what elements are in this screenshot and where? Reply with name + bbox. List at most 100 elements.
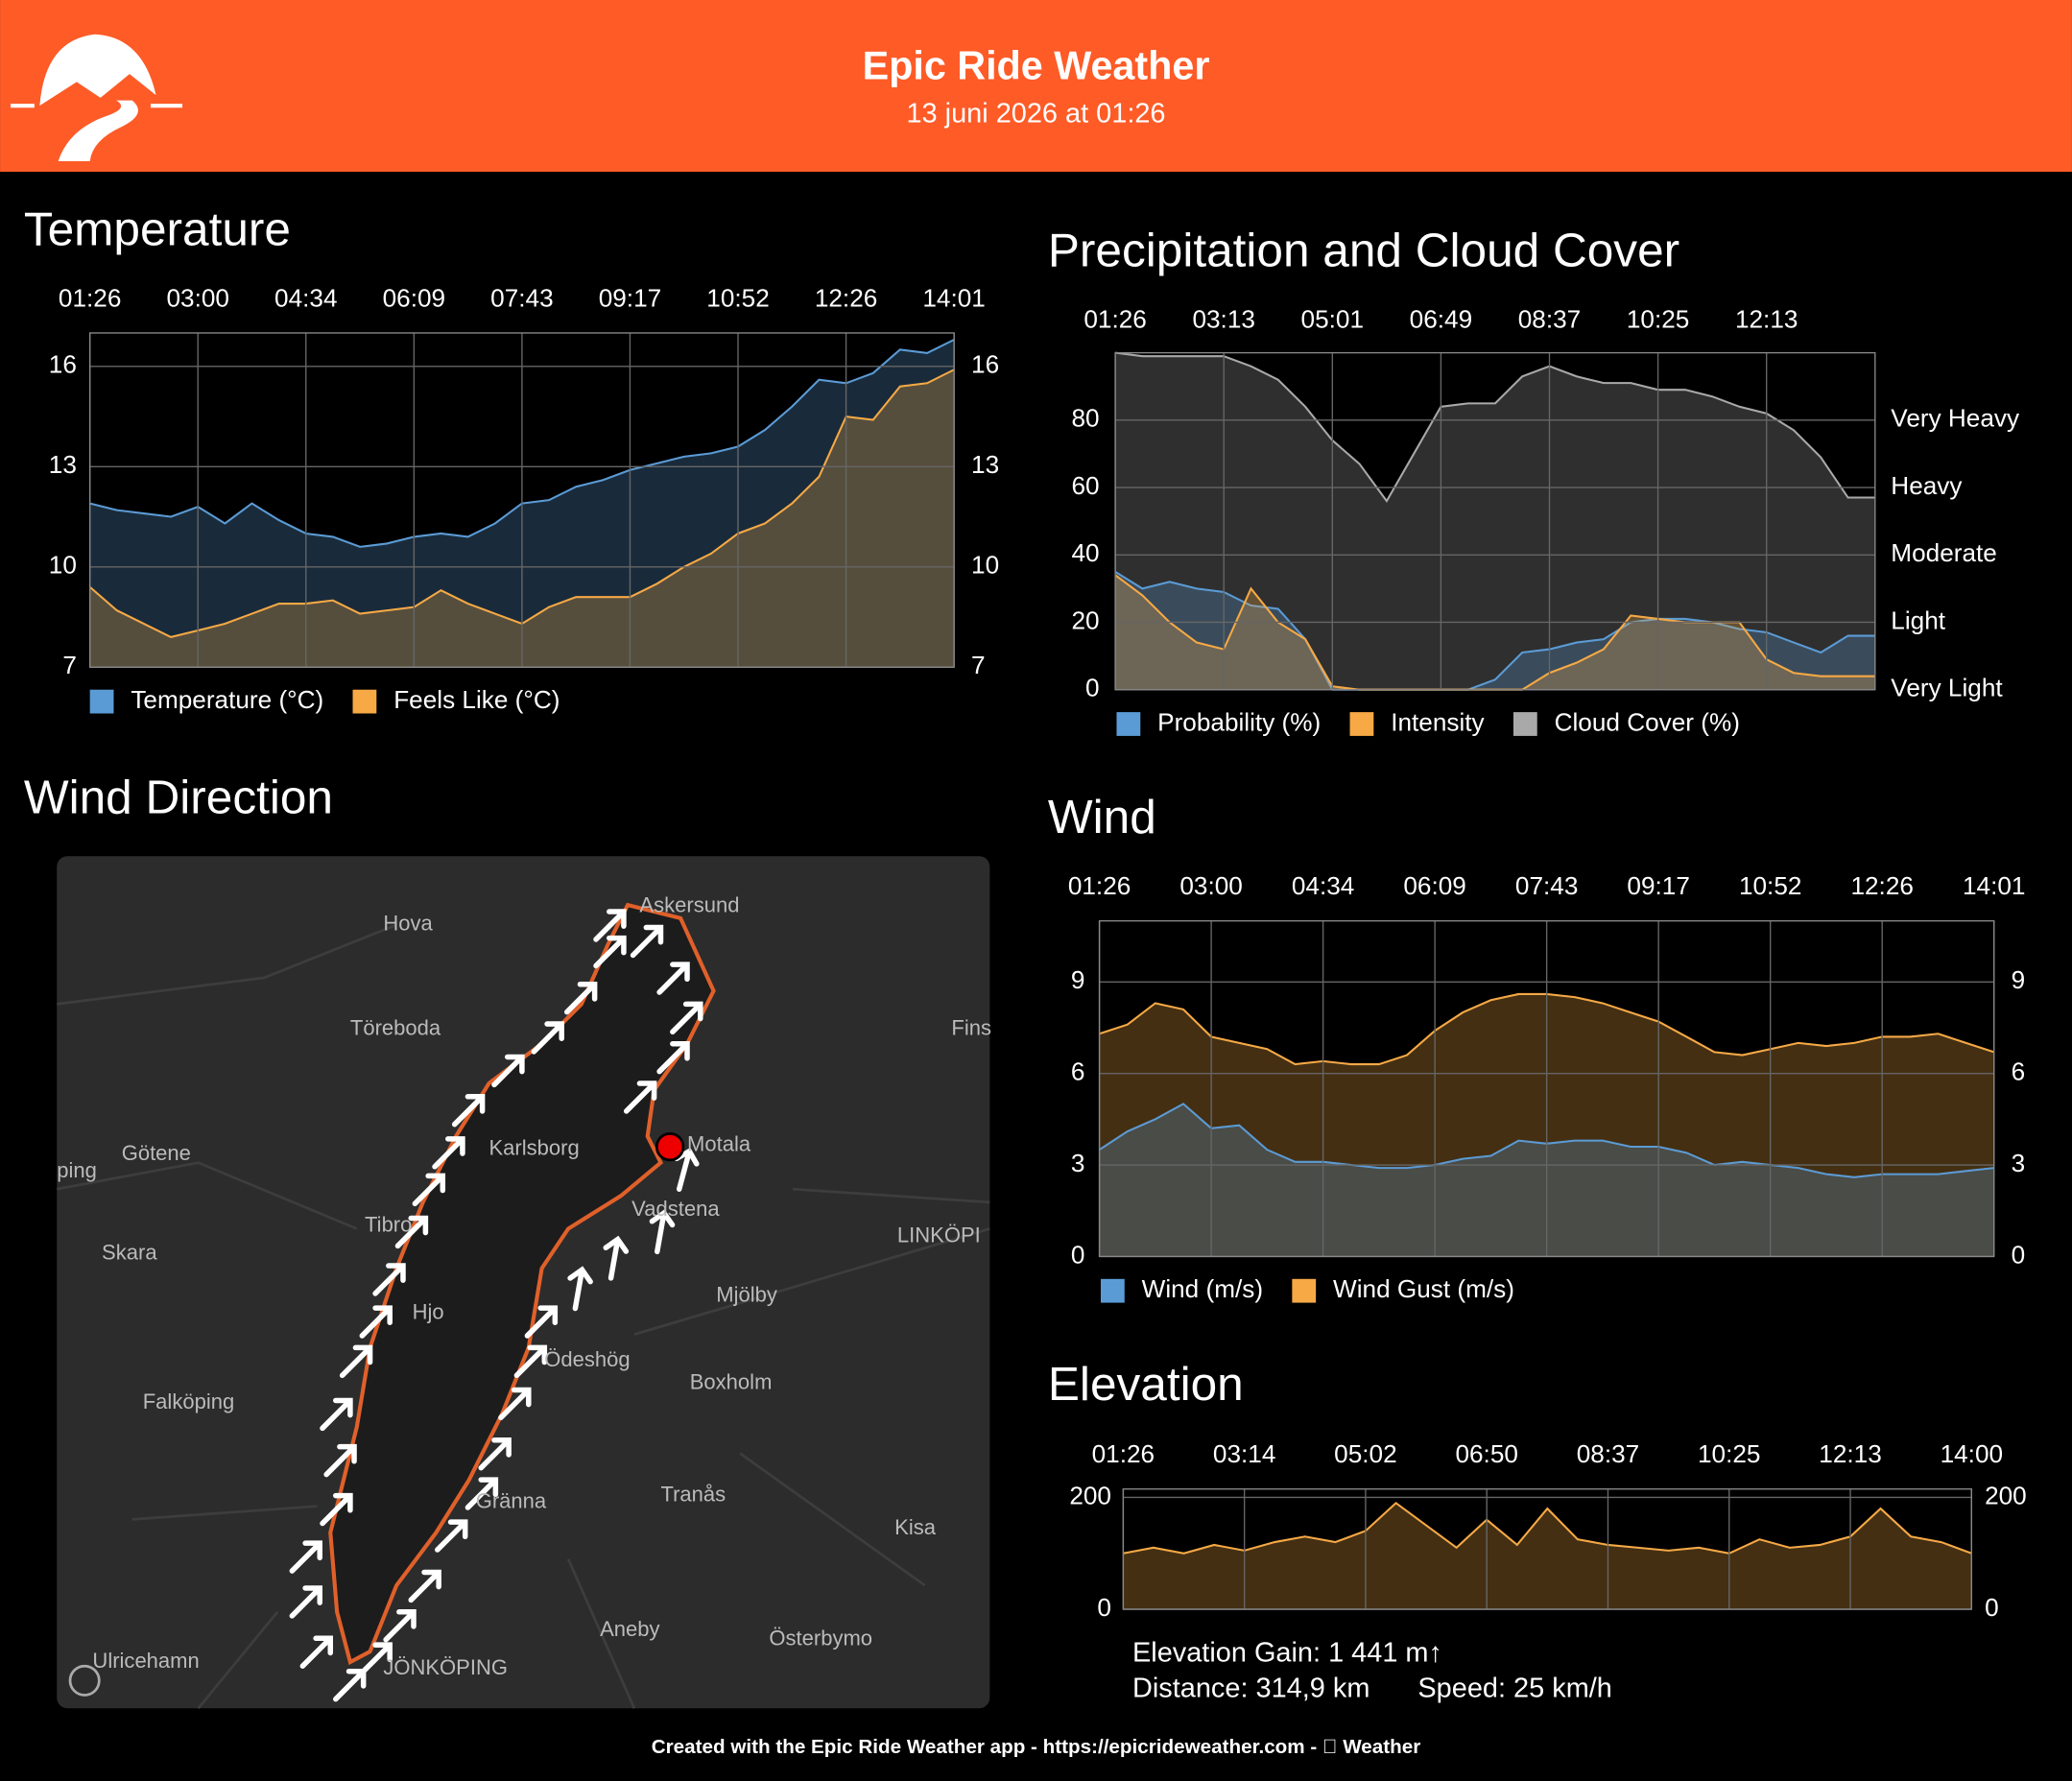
x-tick-label: 07:43 (1515, 871, 1578, 900)
wind-arrow (524, 1305, 559, 1339)
y-tick-label: 0 (1085, 674, 1100, 702)
x-tick-label: 09:17 (599, 283, 661, 312)
x-tick-label: 12:26 (815, 283, 877, 312)
x-tick-label: 12:13 (1735, 304, 1798, 333)
wind-arrow (478, 1437, 512, 1471)
x-tick-label: 06:09 (1403, 871, 1465, 900)
y2-tick-label: 3 (2012, 1149, 2026, 1177)
x-tick-label: 05:02 (1334, 1439, 1396, 1468)
x-tick-label: 10:52 (1739, 871, 1801, 900)
map-places: Askersund Hova Töreboda Fins Götene ping… (57, 892, 991, 1678)
area-fill (1115, 571, 1875, 690)
wind-arrow (359, 1642, 393, 1675)
wind-arrow (603, 1235, 630, 1281)
legend-label: Probability (%) (1157, 707, 1321, 736)
wind-arrow (593, 909, 627, 942)
x-tick-label: 12:13 (1819, 1439, 1881, 1468)
place: Gränna (476, 1488, 547, 1512)
y2-tick-label: 0 (1985, 1593, 1999, 1622)
wind-arrow (491, 1054, 525, 1088)
area-fill (1115, 575, 1875, 690)
legend-swatch (89, 689, 114, 714)
plot-frame (1122, 1488, 1973, 1610)
chart-title: Elevation (1048, 1357, 1244, 1411)
y-tick-label: 80 (1071, 404, 1099, 433)
x-tick-label: 09:17 (1627, 871, 1689, 900)
wind-arrow (320, 1397, 353, 1432)
chart-title: Temperature (24, 202, 291, 255)
x-tick-label: 01:26 (59, 283, 121, 312)
wind-arrow (451, 1094, 486, 1128)
wind-arrow (412, 1173, 446, 1207)
y2-tick-label: Very Light (1891, 674, 2003, 702)
wind-arrow (513, 1344, 548, 1379)
legend-swatch (1349, 712, 1374, 736)
y2-tick-label: 9 (2012, 965, 2026, 994)
place: Boxholm (690, 1369, 773, 1393)
x-tick-label: 12:26 (1850, 871, 1913, 900)
wind-arrow (649, 1209, 676, 1255)
x-tick-label: 10:25 (1698, 1439, 1760, 1468)
x-tick-label: 03:00 (1179, 871, 1242, 900)
footer: Created with the Epic Ride Weather app -… (652, 1736, 1421, 1758)
chart: Precipitation and Cloud Cover 01:26 03:13 0… (1048, 223, 2020, 736)
place: Tranås (660, 1482, 726, 1506)
place: Österbymo (769, 1626, 872, 1650)
x-tick-label: 06:50 (1455, 1439, 1517, 1468)
wind-arrow (289, 1540, 322, 1574)
map-title: Wind Direction (24, 770, 333, 823)
place: Tibro (365, 1213, 412, 1237)
chart-title: Precipitation and Cloud Cover (1048, 223, 1679, 276)
place: Karlsborg (488, 1136, 579, 1160)
area-fill (1123, 1503, 1972, 1610)
wind-arrow (383, 1609, 417, 1643)
y-tick-label: 0 (1071, 1240, 1085, 1269)
x-tick-label: 03:13 (1192, 304, 1254, 333)
x-tick-label: 07:43 (490, 283, 553, 312)
y-tick-label: 13 (49, 450, 77, 479)
wind-arrow (464, 1477, 499, 1510)
y2-tick-label: Moderate (1891, 538, 1997, 567)
app-title: Epic Ride Weather (863, 44, 1210, 88)
chart: Elevation 01:26 03:14 05:02 06:50 08:37 10:25 1… (1048, 1357, 2027, 1704)
date: 13 juni 2026 at 01:26 (906, 98, 1165, 129)
place: Töreboda (350, 1015, 441, 1039)
chart-title: Wind (1048, 790, 1156, 843)
wind-arrow (289, 1585, 322, 1619)
y-tick-label: 40 (1071, 538, 1099, 567)
place: Falköping (143, 1389, 234, 1413)
wind-arrow (299, 1635, 334, 1669)
annotation: Distance: 314,9 km (1132, 1674, 1369, 1704)
wind-arrow (359, 1305, 393, 1339)
legend-swatch (1116, 712, 1141, 736)
legend-swatch (352, 689, 377, 714)
legend-swatch (1512, 712, 1537, 736)
place: Askersund (639, 892, 739, 916)
x-tick-label: 03:14 (1213, 1439, 1275, 1468)
wind-arrow (435, 1519, 468, 1553)
x-tick-label: 08:37 (1577, 1439, 1639, 1468)
legend-swatch (1292, 1278, 1317, 1303)
x-tick-label: 05:01 (1301, 304, 1364, 333)
y-tick-label: 10 (49, 551, 77, 580)
wind-arrow (623, 1080, 657, 1114)
legend-label: Wind Gust (m/s) (1333, 1274, 1514, 1303)
y2-tick-label: Very Heavy (1891, 404, 2020, 433)
x-tick-label: 14:01 (922, 283, 985, 312)
place: Götene (122, 1141, 191, 1165)
place: Kisa (894, 1515, 937, 1539)
y2-tick-label: Light (1891, 606, 1945, 634)
legend-label: Intensity (1391, 707, 1485, 736)
wind-arrow (339, 1344, 373, 1379)
series-line (1123, 1501, 1972, 1555)
logo (11, 34, 183, 161)
x-tick-label: 01:26 (1084, 304, 1146, 333)
y-tick-label: 60 (1071, 471, 1099, 500)
plot-frame (88, 332, 955, 668)
place: ping (57, 1158, 97, 1182)
y2-tick-label: 0 (2012, 1240, 2026, 1269)
y-tick-label: 7 (62, 651, 77, 679)
place: Vadstena (631, 1197, 720, 1221)
chart: Wind 01:26 03:00 04:34 06:09 07:43 09:17 10:52 1… (1048, 790, 2026, 1303)
legend-label: Temperature (°C) (131, 685, 323, 714)
